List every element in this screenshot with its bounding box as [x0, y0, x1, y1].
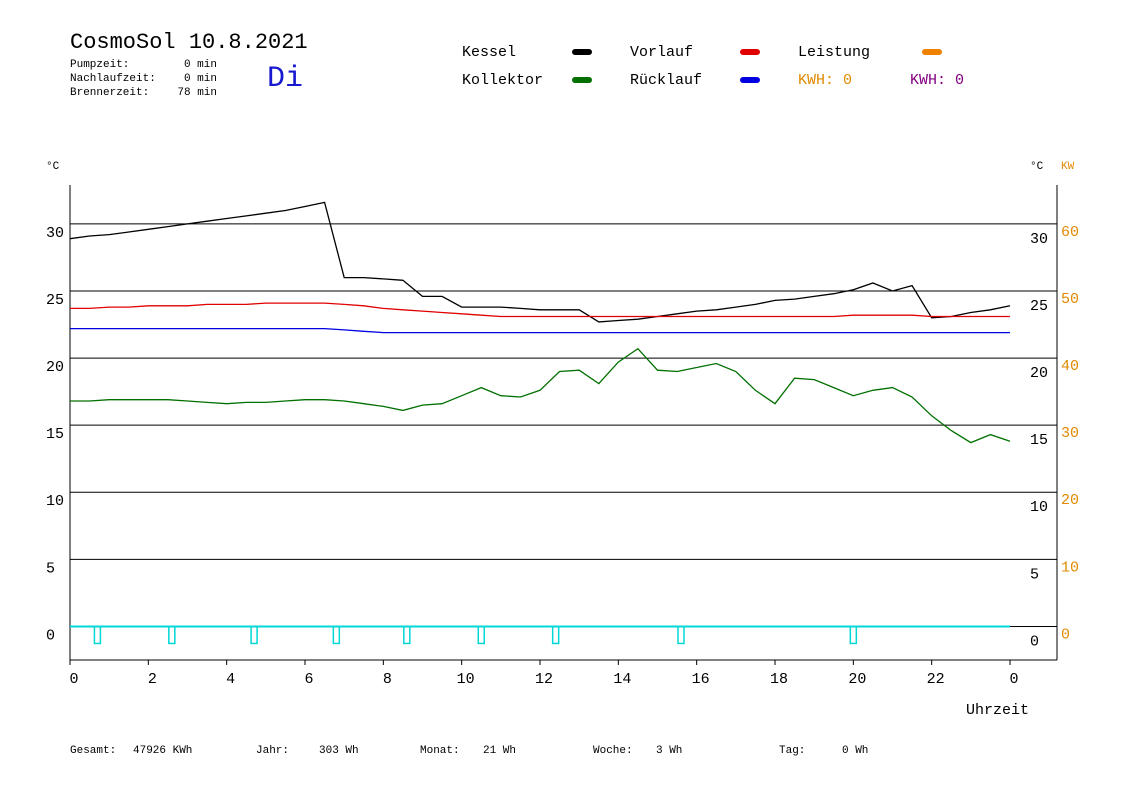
y-tick-label-right: 0	[1030, 633, 1039, 650]
kwh-label: KWH: 0	[798, 72, 852, 89]
y2-tick-label: 20	[1061, 492, 1079, 509]
legend-label: Kessel	[462, 44, 516, 61]
y-unit: °C	[46, 161, 60, 173]
pump-pulse	[168, 625, 176, 645]
x-tick-label: 8	[383, 671, 392, 688]
legend-label: Vorlauf	[630, 44, 693, 61]
y-tick-label: 5	[46, 560, 55, 577]
x-tick-label: 18	[770, 671, 788, 688]
stat-label: Brennerzeit:	[70, 87, 149, 99]
y2-tick-label: 60	[1061, 224, 1079, 241]
series-line	[69, 201, 1011, 323]
x-tick-label: 0	[69, 671, 78, 688]
y-unit-right: °C	[1030, 161, 1044, 173]
x-tick-label: 4	[226, 671, 235, 688]
footer-label: Jahr:	[256, 745, 289, 757]
y2-tick-label: 40	[1061, 358, 1079, 375]
y-tick-label: 20	[46, 359, 64, 376]
y-tick-label: 0	[46, 627, 55, 644]
y2-tick-label: 30	[1061, 425, 1079, 442]
y-tick-label: 30	[46, 225, 64, 242]
footer-label: Monat:	[420, 745, 460, 757]
pump-pulse	[677, 625, 685, 645]
footer-value: 3 Wh	[656, 745, 682, 757]
pump-pulse	[477, 625, 485, 645]
y-tick-label: 10	[46, 493, 64, 510]
x-tick-label: 16	[692, 671, 710, 688]
weekday: Di	[267, 62, 303, 96]
y-tick-label-right: 5	[1030, 566, 1039, 583]
x-tick-label: 0	[1009, 671, 1018, 688]
x-tick-label: 10	[457, 671, 475, 688]
y-tick-label-right: 20	[1030, 365, 1048, 382]
y-tick-label: 15	[46, 426, 64, 443]
stat-value: 78 min	[177, 87, 217, 99]
x-tick-label: 6	[304, 671, 313, 688]
y2-tick-label: 0	[1061, 626, 1070, 643]
pump-pulse	[250, 625, 258, 645]
stat-value: 0 min	[184, 73, 217, 85]
x-tick-label: 22	[927, 671, 945, 688]
series-line	[70, 302, 1010, 318]
kwh-label: KWH: 0	[910, 72, 964, 89]
footer-label: Gesamt:	[70, 745, 116, 757]
pump-pulse	[849, 625, 858, 645]
y2-tick-label: 50	[1061, 291, 1079, 308]
y-tick-label-right: 25	[1030, 298, 1048, 315]
stat-label: Nachlaufzeit:	[70, 73, 156, 85]
x-tick-label: 14	[613, 671, 631, 688]
y-tick-label-right: 15	[1030, 432, 1048, 449]
y-tick-label-right: 30	[1030, 231, 1048, 248]
series-line	[70, 327, 1010, 334]
legend-label: Rücklauf	[630, 72, 702, 89]
stat-value: 0 min	[184, 59, 217, 71]
pump-pulse	[332, 625, 341, 645]
pump-pulse	[93, 625, 102, 645]
footer-value: 21 Wh	[483, 745, 516, 757]
footer-value: 47926 KWh	[133, 745, 192, 757]
footer-label: Woche:	[593, 745, 633, 757]
x-tick-label: 20	[848, 671, 866, 688]
x-axis-label: Uhrzeit	[966, 702, 1029, 719]
title: CosmoSol 10.8.2021	[70, 30, 308, 55]
footer-value: 0 Wh	[842, 745, 868, 757]
x-tick-label: 2	[148, 671, 157, 688]
pump-pulse	[403, 625, 411, 645]
y-tick-label-right: 10	[1030, 499, 1048, 516]
y2-unit: KW	[1061, 161, 1075, 173]
y-tick-label: 25	[46, 292, 64, 309]
footer-label: Tag:	[779, 745, 805, 757]
series-line	[70, 347, 1011, 444]
pump-pulse	[551, 625, 560, 645]
y2-tick-label: 10	[1061, 559, 1079, 576]
footer-value: 303 Wh	[319, 745, 359, 757]
x-tick-label: 12	[535, 671, 553, 688]
legend-label: Leistung	[798, 44, 870, 61]
legend-label: Kollektor	[462, 72, 543, 89]
stat-label: Pumpzeit:	[70, 59, 129, 71]
